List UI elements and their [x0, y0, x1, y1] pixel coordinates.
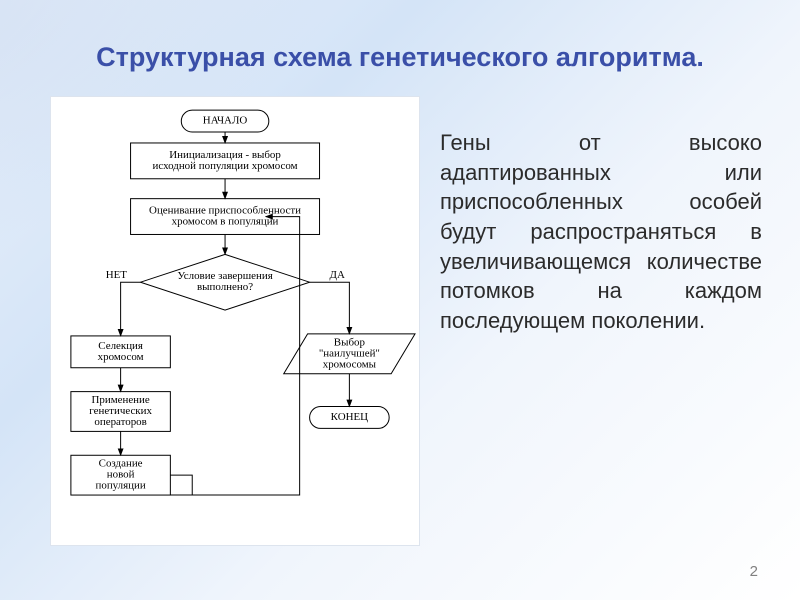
svg-text:НЕТ: НЕТ — [106, 269, 128, 281]
svg-text:популяции: популяции — [96, 480, 146, 492]
flowchart-panel: НАЧАЛОИнициализация - выборисходной попу… — [50, 96, 420, 546]
slide-title: Структурная схема генетического алгоритм… — [50, 42, 750, 73]
svg-text:ДА: ДА — [329, 269, 344, 281]
svg-text:хромосом в популяции: хромосом в популяции — [172, 216, 279, 228]
svg-text:НАЧАЛО: НАЧАЛО — [203, 115, 248, 127]
flowchart-svg: НАЧАЛОИнициализация - выборисходной попу… — [51, 97, 419, 545]
page-number: 2 — [750, 563, 758, 580]
svg-text:выполнено?: выполнено? — [197, 281, 253, 293]
svg-text:операторов: операторов — [94, 416, 146, 428]
slide-description: Гены от высоко адаптированных или приспо… — [440, 128, 762, 336]
svg-text:хромосом: хромосом — [98, 351, 144, 363]
svg-text:исходной популяции хромосом: исходной популяции хромосом — [153, 160, 298, 172]
svg-text:КОНЕЦ: КОНЕЦ — [331, 411, 369, 423]
svg-text:хромосомы: хромосомы — [323, 358, 377, 370]
